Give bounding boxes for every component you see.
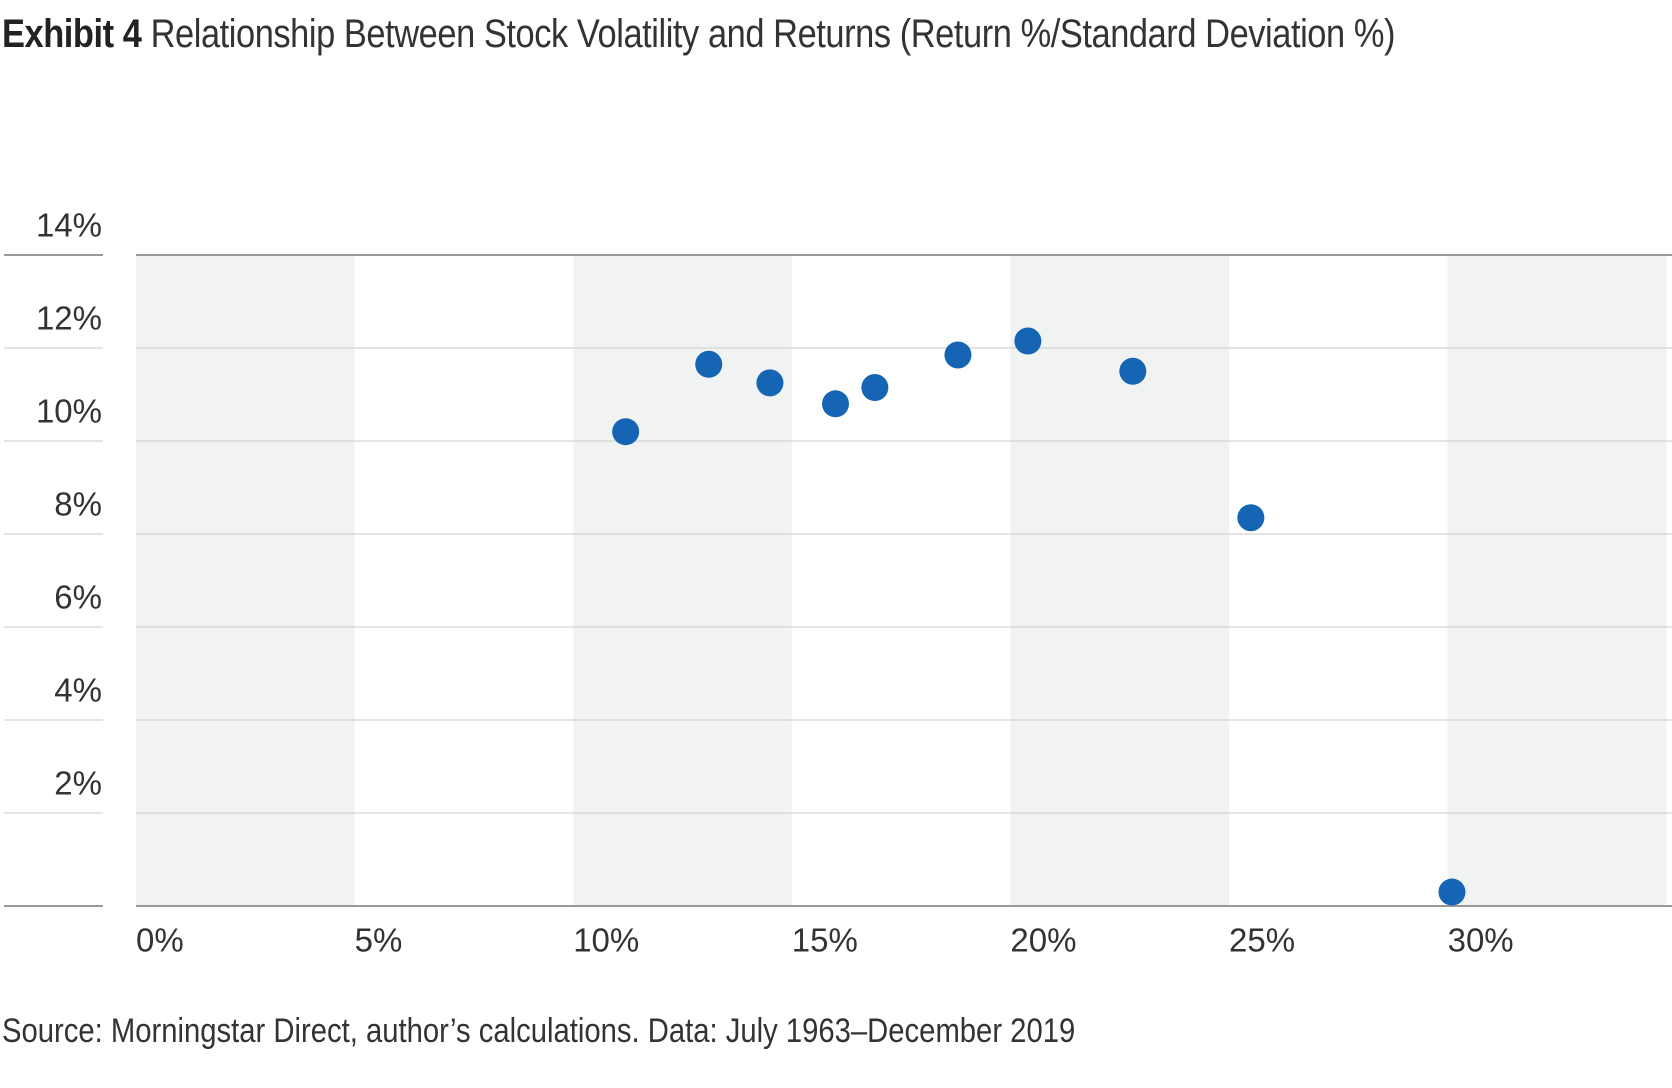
x-tick-label: 5% <box>355 922 403 959</box>
x-tick-label: 25% <box>1229 922 1295 959</box>
column-band <box>136 255 355 906</box>
data-points <box>612 327 1466 906</box>
y-tick-label: 6% <box>54 579 102 616</box>
data-point <box>1237 504 1265 532</box>
data-point <box>861 374 889 402</box>
data-point <box>695 350 723 378</box>
chart-title-text: Relationship Between Stock Volatility an… <box>150 12 1396 56</box>
source-note: Source: Morningstar Direct, author’s cal… <box>2 1012 1076 1050</box>
y-tick-label: 8% <box>54 486 102 523</box>
y-tick-label: 10% <box>36 393 102 430</box>
column-band <box>1010 255 1229 906</box>
column-bands <box>136 255 1667 906</box>
data-point <box>822 390 850 418</box>
x-tick-label: 0% <box>136 922 184 959</box>
y-tick-label: 2% <box>54 765 102 802</box>
column-band <box>573 255 792 906</box>
x-tick-label: 10% <box>573 922 639 959</box>
data-point <box>756 369 784 397</box>
gridlines <box>4 254 1672 907</box>
y-tick-label: 14% <box>36 207 102 244</box>
exhibit-label: Exhibit 4 <box>2 12 142 56</box>
column-band <box>1447 255 1667 906</box>
x-tick-label: 20% <box>1010 922 1076 959</box>
data-point <box>1438 878 1466 906</box>
y-axis-ticks: 2% 4% 6% 8% 10% 12% 14% <box>36 207 102 802</box>
data-point <box>1014 327 1042 355</box>
x-tick-label: 30% <box>1448 922 1514 959</box>
data-point <box>1119 357 1147 385</box>
y-tick-label: 12% <box>36 300 102 337</box>
y-tick-label: 4% <box>54 672 102 709</box>
x-axis-ticks: 0% 5% 10% 15% 20% 25% 30% <box>136 922 1514 959</box>
data-point <box>944 341 972 369</box>
chart-title: Exhibit 4 Relationship Between Stock Vol… <box>2 10 1395 58</box>
data-point <box>612 418 640 446</box>
x-tick-label: 15% <box>792 922 858 959</box>
